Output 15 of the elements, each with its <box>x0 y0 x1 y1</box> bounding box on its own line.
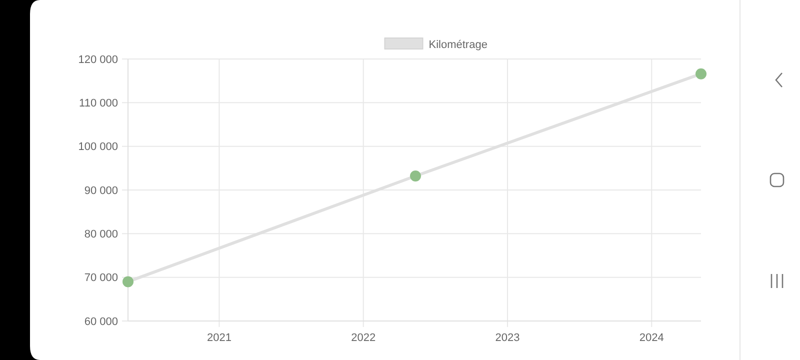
x-tick-label: 2024 <box>639 332 664 344</box>
point <box>410 170 421 182</box>
point <box>696 68 706 80</box>
y-tick-label: 70 000 <box>84 272 118 284</box>
y-tick-label: 100 000 <box>78 141 118 154</box>
x-tick-label: 2023 <box>495 332 520 344</box>
y-tick-label: 110 000 <box>79 98 118 110</box>
y-tick-label: 60 000 <box>84 316 118 328</box>
x-tick-label: 2021 <box>206 332 232 344</box>
y-tick-label: 80 000 <box>84 228 118 241</box>
x-tick-label: 2022 <box>351 332 376 344</box>
legend-label: Kilométrage <box>428 38 488 51</box>
y-tick-label: 120 000 <box>78 54 118 66</box>
point <box>122 276 134 288</box>
y-tick-label: 90 000 <box>84 184 118 197</box>
